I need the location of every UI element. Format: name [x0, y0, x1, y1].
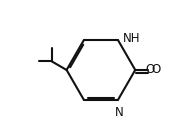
Text: O: O	[146, 63, 155, 76]
Text: O: O	[151, 63, 160, 76]
Text: NH: NH	[123, 32, 141, 45]
Text: N: N	[115, 106, 124, 119]
